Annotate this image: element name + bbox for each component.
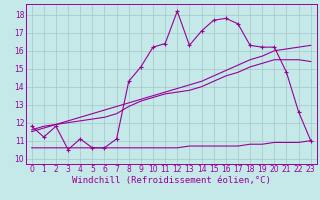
X-axis label: Windchill (Refroidissement éolien,°C): Windchill (Refroidissement éolien,°C) (72, 176, 271, 185)
